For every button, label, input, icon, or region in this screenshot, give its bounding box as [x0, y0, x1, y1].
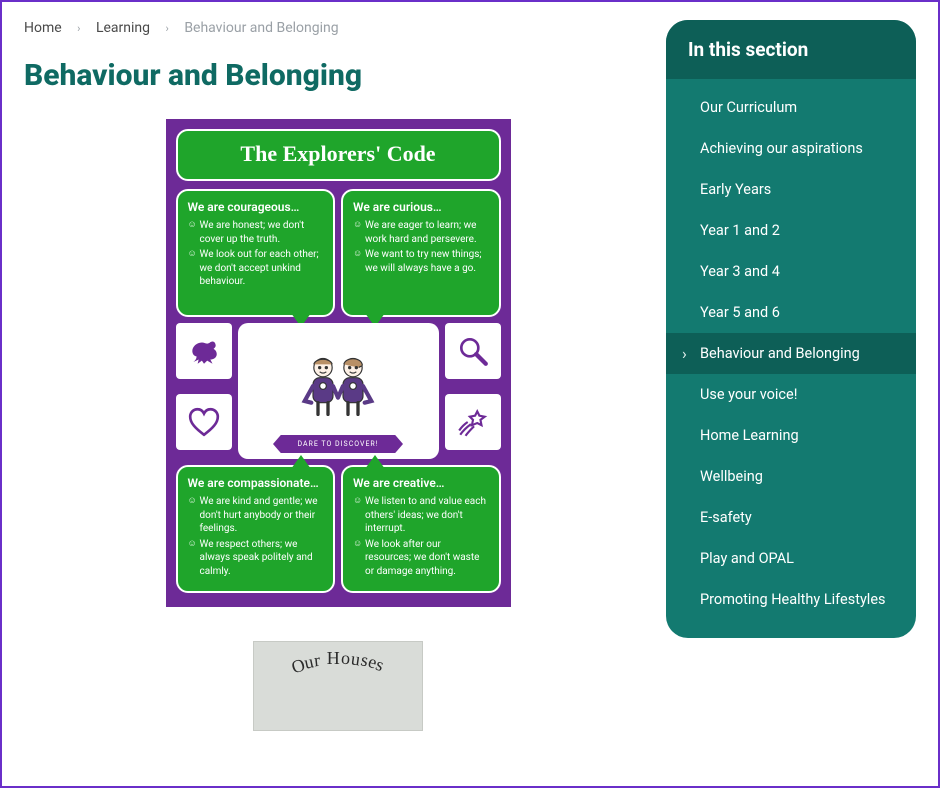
sidebar-item-year-1-and-2[interactable]: Year 1 and 2: [666, 210, 916, 251]
bubble-heading: We are courageous…: [188, 199, 324, 215]
poster-bottom-row: We are compassionate… We are kind and ge…: [176, 465, 501, 593]
page-frame: Home › Learning › Behaviour and Belongin…: [0, 0, 940, 788]
bubble-point: We are kind and gentle; we don't hurt an…: [188, 495, 324, 536]
sidebar-item-year-5-and-6[interactable]: Year 5 and 6: [666, 292, 916, 333]
sidebar-item-e-safety[interactable]: E-safety: [666, 497, 916, 538]
bubble-point: We are honest; we don't cover up the tru…: [188, 219, 324, 246]
bubble-point: We look after our resources; we don't wa…: [353, 538, 489, 579]
bubble-point: We listen to and value each others' idea…: [353, 495, 489, 536]
bubble-courageous: We are courageous… We are honest; we don…: [176, 189, 336, 317]
page-title: Behaviour and Belonging: [24, 58, 652, 93]
sidebar-item-our-curriculum[interactable]: Our Curriculum: [666, 87, 916, 128]
our-houses-image: Our Houses: [253, 641, 423, 731]
bubble-point: We are eager to learn; we work hard and …: [353, 219, 489, 246]
breadcrumb-learning[interactable]: Learning: [96, 20, 150, 36]
shooting-star-icon: [445, 394, 501, 450]
explorers-code-poster: The Explorers' Code We are courageous… W…: [166, 119, 511, 607]
sidebar-item-play-and-opal[interactable]: Play and OPAL: [666, 538, 916, 579]
our-houses-caption: Our Houses: [290, 650, 386, 671]
bubble-compassionate: We are compassionate… We are kind and ge…: [176, 465, 336, 593]
heart-icon: [176, 394, 232, 450]
bubble-point: We look out for each other; we don't acc…: [188, 248, 324, 289]
magnifier-icon: [445, 323, 501, 379]
children-illustration: [288, 346, 388, 436]
bubble-point: We want to try new things; we will alway…: [353, 248, 489, 275]
sidebar-item-behaviour-and-belonging[interactable]: Behaviour and Belonging: [666, 333, 916, 374]
poster-top-row: We are courageous… We are honest; we don…: [176, 189, 501, 317]
breadcrumb: Home › Learning › Behaviour and Belongin…: [24, 20, 652, 36]
section-sidebar: In this section Our CurriculumAchieving …: [666, 20, 916, 638]
sidebar-item-early-years[interactable]: Early Years: [666, 169, 916, 210]
sidebar-list: Our CurriculumAchieving our aspirationsE…: [666, 79, 916, 638]
bubble-curious: We are curious… We are eager to learn; w…: [341, 189, 501, 317]
sidebar-item-year-3-and-4[interactable]: Year 3 and 4: [666, 251, 916, 292]
sidebar-item-achieving-our-aspirations[interactable]: Achieving our aspirations: [666, 128, 916, 169]
sidebar-item-promoting-healthy-lifestyles[interactable]: Promoting Healthy Lifestyles: [666, 579, 916, 620]
bubble-point: We respect others; we always speak polit…: [188, 538, 324, 579]
main-column: Home › Learning › Behaviour and Belongin…: [24, 20, 652, 731]
sidebar-item-wellbeing[interactable]: Wellbeing: [666, 456, 916, 497]
sidebar-item-home-learning[interactable]: Home Learning: [666, 415, 916, 456]
poster-center-panel: DARE TO DISCOVER!: [238, 323, 439, 459]
bubble-heading: We are creative…: [353, 475, 489, 491]
houses-wrap: Our Houses: [24, 641, 652, 731]
poster-middle-row: DARE TO DISCOVER!: [176, 323, 501, 459]
poster-title: The Explorers' Code: [176, 129, 501, 181]
sidebar-item-use-your-voice[interactable]: Use your voice!: [666, 374, 916, 415]
poster-banner: DARE TO DISCOVER!: [273, 435, 403, 453]
lion-icon: [176, 323, 232, 379]
breadcrumb-home[interactable]: Home: [24, 20, 62, 36]
bubble-heading: We are curious…: [353, 199, 489, 215]
breadcrumb-sep: ›: [166, 22, 169, 35]
breadcrumb-sep: ›: [77, 22, 80, 35]
sidebar-title: In this section: [666, 20, 916, 79]
bubble-creative: We are creative… We listen to and value …: [341, 465, 501, 593]
breadcrumb-current: Behaviour and Belonging: [184, 20, 338, 36]
bubble-heading: We are compassionate…: [188, 475, 324, 491]
poster-wrap: The Explorers' Code We are courageous… W…: [24, 119, 652, 607]
